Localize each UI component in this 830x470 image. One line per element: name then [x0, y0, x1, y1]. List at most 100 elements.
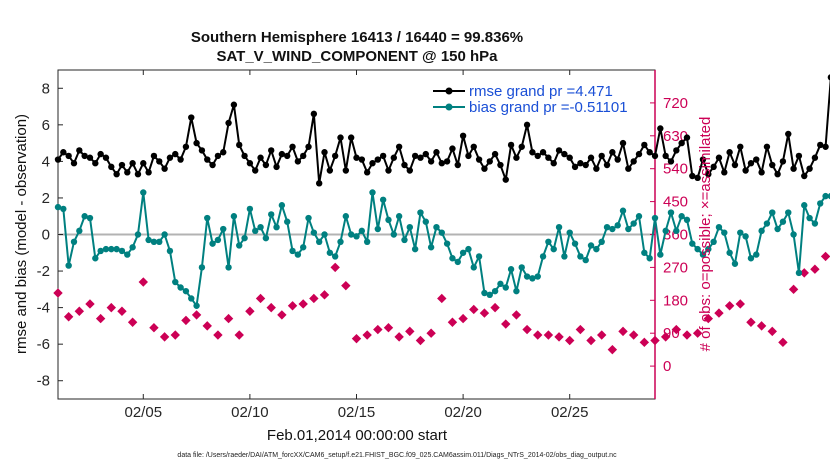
rmse-point: [225, 119, 232, 127]
obs-point: [394, 332, 404, 342]
rmse-point: [449, 145, 456, 152]
obs-point: [245, 306, 255, 316]
obs-point: [522, 324, 532, 335]
obs-point: [159, 332, 170, 342]
obs-point: [213, 330, 223, 340]
rmse-point: [529, 149, 536, 156]
bias-point: [609, 225, 616, 233]
bias-point: [721, 229, 728, 236]
bias-point: [204, 214, 211, 222]
rmse-point: [465, 152, 472, 160]
rmse-point: [374, 156, 382, 163]
rmse-point: [769, 161, 776, 169]
rmse-point: [619, 139, 627, 147]
bias-point: [566, 229, 573, 236]
bias-point: [449, 255, 456, 262]
bias-point: [145, 236, 152, 244]
rmse-point: [817, 141, 824, 149]
rmse-point: [502, 176, 509, 183]
bias-point: [635, 213, 643, 220]
bias-point: [422, 218, 429, 225]
bias-point: [507, 266, 515, 273]
rmse-point: [347, 134, 355, 141]
obs-point: [319, 290, 330, 300]
bias-point: [209, 240, 216, 247]
bias-point: [363, 238, 371, 246]
obs-point: [533, 330, 543, 340]
rmse-point: [209, 161, 216, 169]
obs-point: [543, 330, 554, 340]
rmse-point: [166, 154, 174, 161]
bias-point: [491, 287, 499, 295]
bias-point: [438, 229, 445, 236]
rmse-point: [363, 169, 371, 176]
rmse-point: [417, 154, 424, 161]
y-left-tick-label: 6: [42, 117, 50, 134]
bias-point: [134, 231, 142, 238]
obs-point: [458, 313, 468, 324]
bias-point: [598, 238, 605, 246]
rmse-point: [795, 152, 803, 160]
bias-series: [54, 189, 830, 309]
rmse-point: [705, 170, 712, 178]
obs-point: [95, 313, 106, 324]
bias-point: [443, 240, 451, 247]
bias-point: [806, 214, 813, 222]
rmse-point: [662, 152, 669, 160]
obs-point: [490, 302, 500, 313]
rmse-point: [257, 154, 264, 161]
rmse-point: [294, 158, 302, 165]
bias-point: [406, 223, 414, 231]
obs-point: [639, 337, 650, 348]
bias-point: [811, 220, 819, 227]
bias-point: [108, 245, 115, 253]
rmse-point: [694, 174, 701, 182]
bias-point: [342, 213, 350, 220]
bias-point: [486, 291, 493, 299]
rmse-point: [353, 154, 360, 161]
bias-point: [481, 289, 488, 297]
rmse-point: [454, 161, 461, 169]
obs-point: [447, 317, 458, 327]
bias-point: [102, 245, 110, 253]
obs-point: [501, 319, 511, 329]
obs-point: [586, 335, 596, 346]
rmse-point: [81, 152, 88, 160]
obs-point: [703, 313, 714, 324]
rmse-point: [102, 154, 110, 161]
obs-point: [63, 312, 74, 322]
obs-point: [53, 288, 63, 298]
data-file-footnote: data file: /Users/raeder/DAI/ATM_forcXX/…: [177, 452, 617, 459]
rmse-point: [742, 167, 749, 174]
rmse-point: [177, 156, 184, 163]
bias-point: [726, 249, 733, 256]
rmse-point: [118, 161, 126, 169]
bias-point: [753, 251, 760, 258]
obs-point: [426, 328, 436, 338]
bias-point: [534, 273, 541, 280]
rmse-point: [108, 163, 115, 171]
rmse-point: [747, 160, 755, 167]
bias-point: [129, 244, 136, 251]
obs-point: [373, 324, 383, 335]
x-tick-label: 02/05: [125, 404, 163, 421]
bias-point: [369, 189, 376, 196]
rmse-point: [507, 141, 515, 149]
rmse-point: [689, 172, 696, 180]
obs-point: [234, 330, 244, 340]
bias-point: [603, 223, 611, 231]
bias-point: [353, 233, 360, 240]
bias-point: [124, 251, 131, 258]
bias-point: [278, 202, 286, 209]
bias-point: [737, 229, 744, 236]
bias-point: [705, 245, 712, 253]
rmse-point: [641, 141, 648, 149]
obs-point: [735, 299, 745, 309]
bias-point: [273, 223, 280, 231]
obs-point: [756, 321, 767, 331]
bias-point: [555, 223, 563, 231]
obs-point: [127, 317, 138, 327]
rmse-point: [60, 149, 67, 156]
bias-point: [358, 227, 366, 235]
chart-subtitle: SAT_V_WIND_COMPONENT @ 150 hPa: [216, 48, 498, 65]
